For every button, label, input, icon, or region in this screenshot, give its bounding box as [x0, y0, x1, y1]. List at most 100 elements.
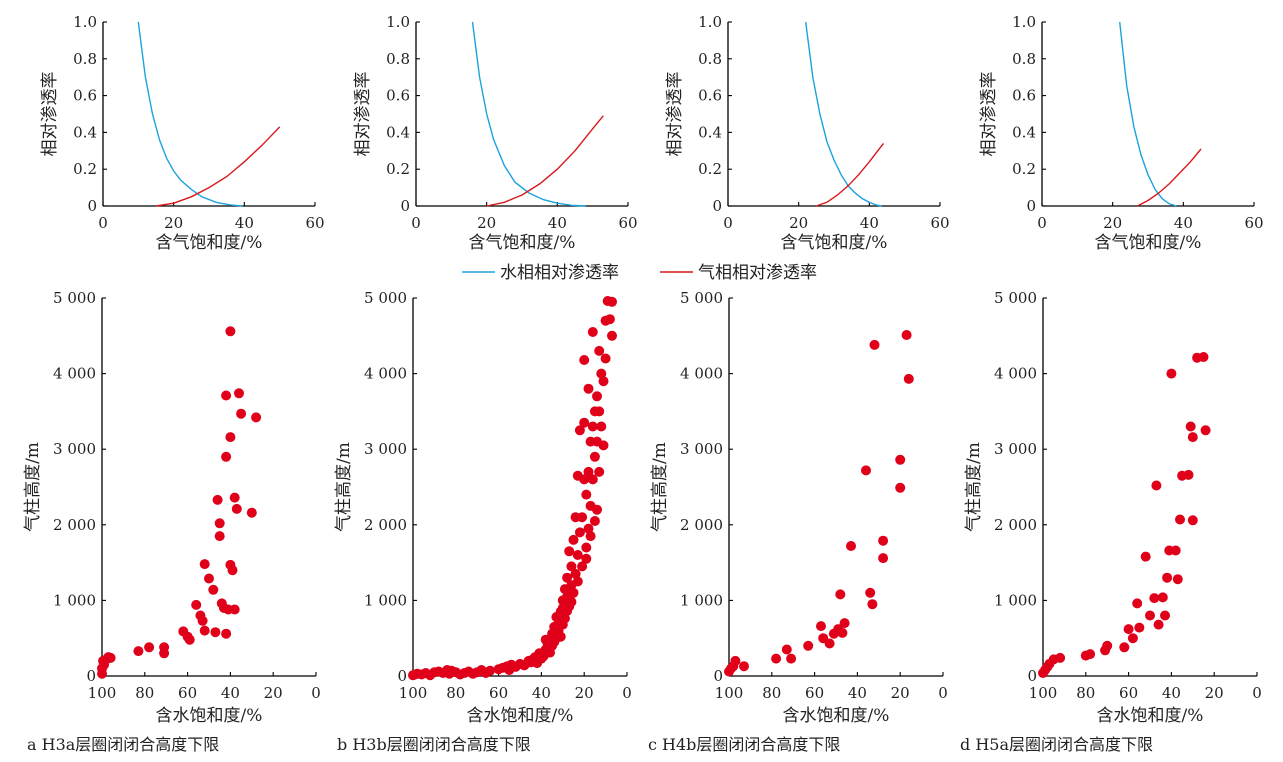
caption-d: d H5a层圈闭闭合高度下限 [960, 735, 1153, 754]
x-tick-label: 20 [575, 684, 594, 702]
x-tick-label: 100 [399, 684, 428, 702]
data-point [577, 512, 588, 523]
data-point [1162, 572, 1173, 583]
data-point [592, 504, 602, 515]
y-tick-label: 1 000 [680, 591, 723, 609]
x-axis-label: 含气饱和度/% [156, 233, 263, 253]
y-axis-label: 相对渗透率 [40, 72, 60, 157]
data-point [236, 408, 247, 419]
y-tick-label: 0 [713, 667, 723, 685]
data-point [1175, 514, 1185, 525]
y-tick-label: 5 000 [53, 289, 96, 307]
x-tick-label: 40 [1174, 214, 1193, 232]
data-point [861, 465, 871, 476]
data-point [1119, 642, 1130, 653]
data-point [1140, 551, 1151, 562]
y-tick-label: 0.2 [73, 160, 97, 178]
x-axis-label: 含水饱和度/% [467, 706, 574, 726]
y-tick-label: 5 000 [994, 289, 1037, 307]
x-tick-label: 20 [789, 214, 808, 232]
captions: a H3a层圈闭闭合高度下限 b H3b层圈闭闭合高度下限 c H4b层圈闭闭合… [27, 735, 1153, 754]
data-point [771, 653, 782, 664]
y-tick-label: 1.0 [1012, 13, 1036, 31]
x-tick-label: 20 [264, 684, 283, 702]
data-point [739, 661, 749, 672]
data-point [572, 576, 583, 587]
x-tick-label: 60 [178, 684, 197, 702]
x-tick-label: 20 [1205, 684, 1224, 702]
x-tick-label: 0 [1252, 684, 1262, 702]
chart-b-top: 0 0.2 0.4 0.6 0.8 1.0 0 20 40 60 含气饱和度/% 相对渗透率 [353, 13, 638, 253]
x-tick-label: 0 [723, 214, 733, 232]
data-point [204, 573, 214, 584]
x-tick-label: 60 [1244, 214, 1263, 232]
data-point [225, 432, 236, 443]
x-tick-label: 0 [1037, 214, 1047, 232]
data-point [568, 587, 579, 598]
data-point [208, 584, 219, 595]
data-point [878, 553, 889, 564]
y-tick-label: 4 000 [994, 365, 1037, 383]
y-tick-label: 3 000 [53, 440, 96, 458]
data-point [574, 425, 585, 436]
x-tick-label: 40 [848, 684, 867, 702]
data-point [1198, 352, 1209, 362]
y-tick-label: 0 [1026, 197, 1036, 215]
y-tick-label: 1.0 [386, 13, 410, 31]
y-tick-label: 3 000 [680, 440, 723, 458]
data-point [594, 345, 605, 356]
data-point [1166, 368, 1177, 379]
data-point [1187, 432, 1198, 443]
chart-c-bottom: 0 1 000 2 000 3 000 4 000 5 000 100 80 60 40 20 0 含水… [650, 289, 948, 726]
data-point [246, 507, 257, 518]
data-point [594, 406, 605, 417]
data-point [730, 655, 741, 666]
y-tick-label: 2 000 [364, 516, 407, 534]
legend: 水相相对渗透率 气相相对渗透率 [462, 263, 817, 283]
y-tick-label: 1 000 [364, 591, 407, 609]
x-tick-label: 60 [618, 214, 637, 232]
y-tick-label: 0.4 [1012, 123, 1036, 141]
data-point [869, 339, 880, 350]
x-tick-label: 80 [1076, 684, 1095, 702]
y-tick-label: 5 000 [364, 289, 407, 307]
gas-relperm-line [1137, 148, 1202, 207]
data-point [846, 541, 856, 551]
data-point [604, 314, 615, 325]
data-point [583, 523, 594, 534]
y-tick-label: 1 000 [53, 591, 96, 609]
x-tick-label: 0 [622, 684, 632, 702]
data-point [816, 621, 826, 632]
data-point [1170, 545, 1181, 556]
legend-gas-label: 气相相对渗透率 [698, 263, 817, 283]
data-point [589, 516, 600, 526]
x-tick-label: 20 [891, 684, 910, 702]
x-tick-label: 60 [305, 214, 324, 232]
y-tick-label: 3 000 [364, 440, 407, 458]
gas-relperm-line [155, 126, 281, 207]
y-axis-label: 气柱高度/m [650, 442, 670, 532]
data-point [867, 599, 878, 610]
y-tick-label: 0 [712, 197, 722, 215]
x-tick-label: 0 [938, 684, 948, 702]
y-axis-label: 相对渗透率 [665, 72, 685, 157]
y-tick-label: 1.0 [73, 13, 97, 31]
data-point [212, 494, 223, 505]
x-tick-label: 0 [411, 214, 421, 232]
data-point [184, 634, 195, 645]
y-tick-label: 0.6 [698, 87, 722, 105]
data-point [555, 631, 566, 642]
x-tick-label: 0 [311, 684, 321, 702]
y-axis-label: 气柱高度/m [964, 442, 984, 532]
y-tick-label: 1.0 [698, 13, 722, 31]
chart-c-top: 0 0.2 0.4 0.6 0.8 1.0 0 20 40 60 含气饱和度/% 相对渗透率 [665, 13, 950, 253]
data-point [197, 615, 208, 626]
data-point [214, 531, 225, 542]
data-point [227, 565, 238, 576]
data-point [144, 642, 155, 653]
data-point [229, 604, 240, 615]
data-point [895, 454, 906, 465]
y-tick-label: 0.2 [386, 160, 410, 178]
data-point [1127, 633, 1138, 644]
